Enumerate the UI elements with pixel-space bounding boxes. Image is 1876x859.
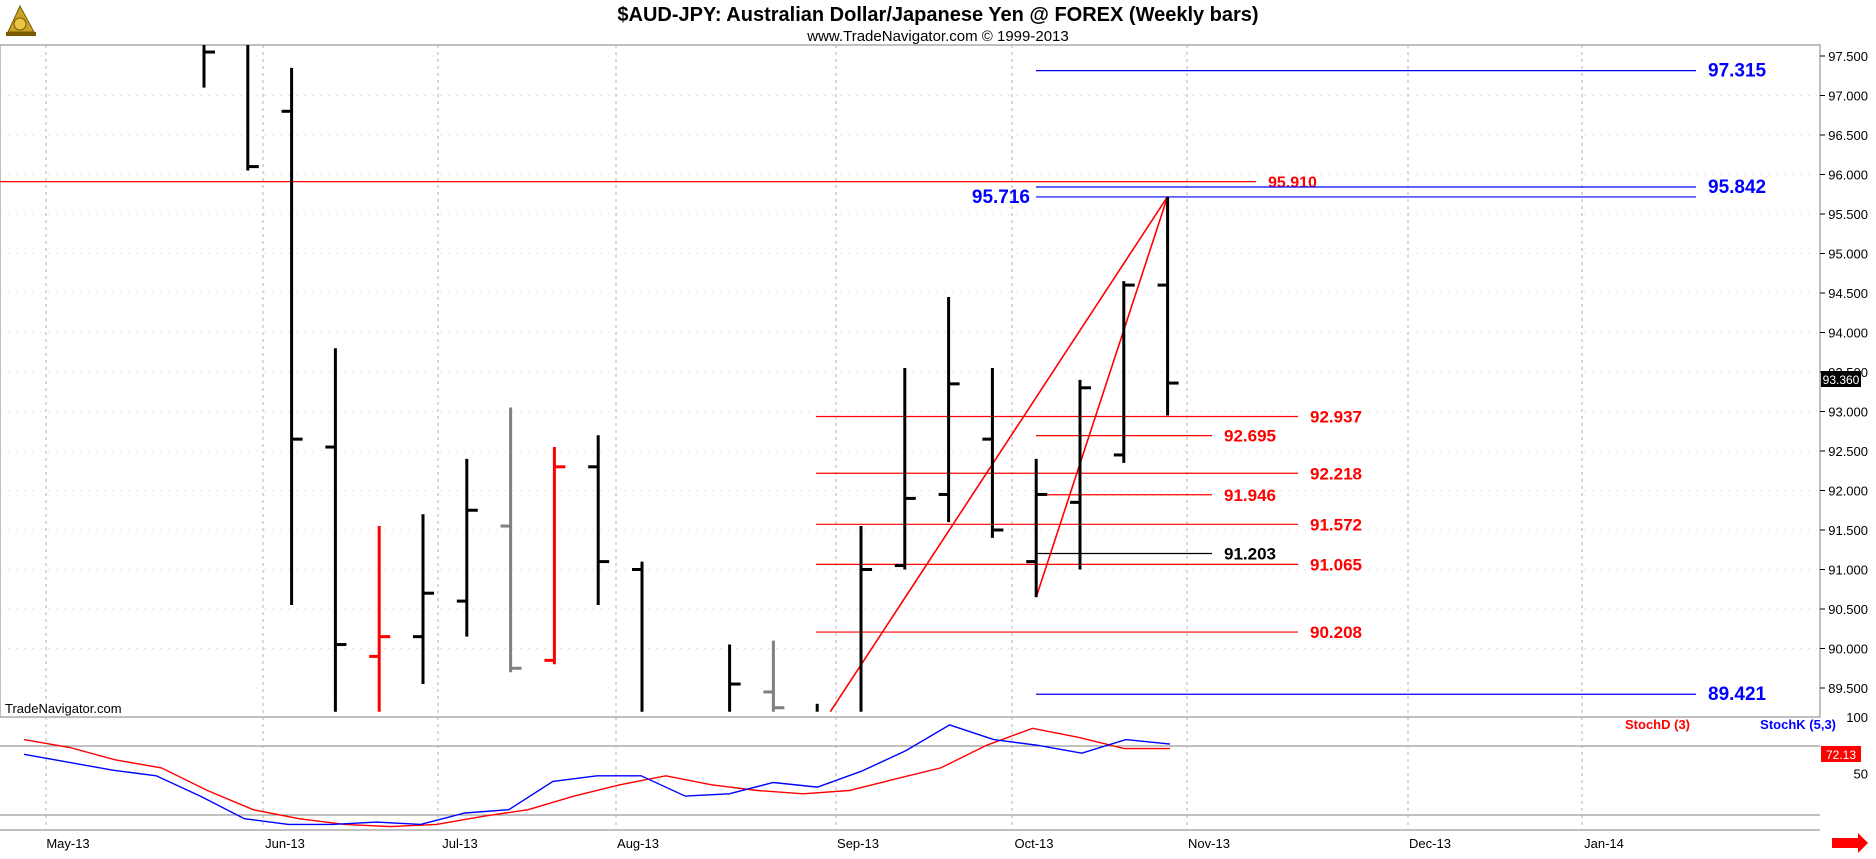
trade-navigator-logo-icon [4, 4, 40, 38]
trendlines [829, 196, 1169, 713]
price-level-label: 91.572 [1310, 515, 1362, 534]
date-tick-label: Jun-13 [265, 836, 305, 851]
price-tick-label: 90.500 [1828, 602, 1868, 617]
price-tick-label: 96.500 [1828, 128, 1868, 143]
price-level-label: 91.065 [1310, 555, 1362, 574]
price-tick-label: 95.000 [1828, 247, 1868, 262]
last-price-text: 93.360 [1823, 373, 1860, 387]
price-level-label: 92.218 [1310, 464, 1362, 483]
date-tick-label: Dec-13 [1409, 836, 1451, 851]
price-tick-label: 91.000 [1828, 563, 1868, 578]
stoch-last-value-text: 72.13 [1826, 748, 1856, 762]
last-price-label: 93.360 [1821, 371, 1861, 387]
price-level-label: 90.208 [1310, 623, 1362, 642]
price-tick-label: 97.000 [1828, 89, 1868, 104]
price-tick-label: 91.500 [1828, 523, 1868, 538]
stoch-tick-label: 50 [1854, 767, 1868, 782]
watermark: TradeNavigator.com [5, 701, 122, 716]
stochastic-panel: 50 100 [23, 710, 1868, 828]
chart-subtitle: www.TradeNavigator.com © 1999-2013 [806, 28, 1068, 45]
price-tick-label: 92.000 [1828, 484, 1868, 499]
price-level-label: 95.842 [1708, 177, 1766, 198]
date-tick-label: Jul-13 [442, 836, 477, 851]
date-tick-label: Sep-13 [837, 836, 879, 851]
price-level-label: 95.910 [1268, 175, 1317, 192]
date-axis: May-13 Jun-13 Jul-13 Aug-13 Sep-13 Oct-13 Nov-… [46, 836, 1624, 851]
price-tick-label: 94.500 [1828, 286, 1868, 301]
date-tick-label: Aug-13 [617, 836, 659, 851]
stoch-tick-label: 100 [1846, 710, 1868, 725]
price-axis: 89.500 90.000 90.500 91.000 91.500 92.000 92.5… [1820, 49, 1868, 696]
scroll-right-arrow-icon[interactable] [1832, 833, 1868, 853]
price-level-label: 95.716 [972, 187, 1030, 208]
price-tick-label: 93.000 [1828, 405, 1868, 420]
gridlines [0, 45, 1820, 830]
price-tick-label: 95.500 [1828, 207, 1868, 222]
price-level-label: 89.421 [1708, 684, 1767, 705]
legend-stochk: StochK (5,3) [1760, 717, 1836, 732]
price-tick-label: 96.000 [1828, 168, 1868, 183]
date-tick-label: Oct-13 [1014, 836, 1053, 851]
price-tick-label: 89.500 [1828, 681, 1868, 696]
price-tick-label: 92.500 [1828, 444, 1868, 459]
price-level-label: 92.695 [1224, 427, 1276, 446]
stochd-line [23, 727, 1170, 828]
price-level-label: 92.937 [1310, 407, 1362, 426]
trendline [1035, 196, 1169, 598]
price-level-label: 91.946 [1224, 486, 1276, 505]
plot-frame [0, 44, 1821, 718]
price-tick-label: 90.000 [1828, 642, 1868, 657]
price-bars [202, 45, 1179, 712]
price-levels: 95.910 97.315 95.842 95.716 89.421 92.937 92.6… [0, 61, 1767, 705]
date-tick-label: May-13 [46, 836, 89, 851]
price-level-label: 91.203 [1224, 544, 1276, 563]
legend-stochd: StochD (3) [1625, 717, 1690, 732]
stoch-last-value-label: 72.13 [1821, 746, 1861, 762]
trendline [829, 196, 1169, 713]
price-tick-label: 94.000 [1828, 326, 1868, 341]
price-tick-label: 97.500 [1828, 49, 1868, 64]
price-level-label: 97.315 [1708, 61, 1767, 82]
chart-title: $AUD-JPY: Australian Dollar/Japanese Yen… [617, 4, 1258, 26]
date-tick-label: Nov-13 [1188, 836, 1230, 851]
date-tick-label: Jan-14 [1584, 836, 1624, 851]
stochk-line [23, 724, 1171, 826]
